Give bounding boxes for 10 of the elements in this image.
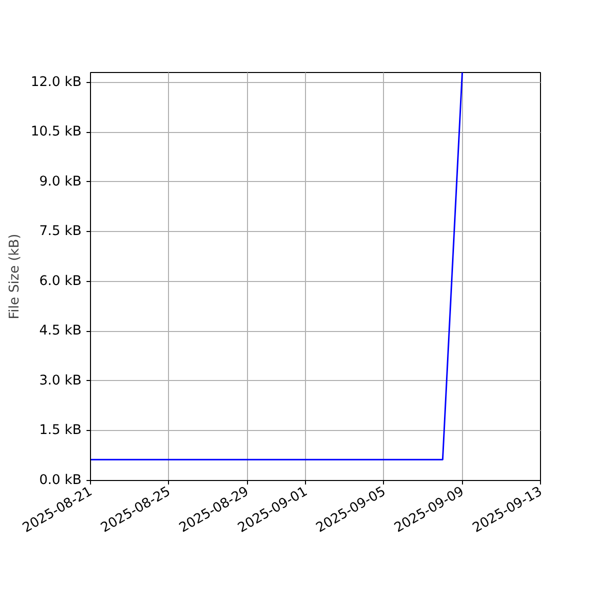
- y-tick-label: 10.5 kB: [30, 124, 82, 140]
- y-tick-label: 12.0 kB: [30, 74, 82, 90]
- y-tick-label: 0.0 kB: [39, 473, 82, 488]
- y-tick-label: 6.0 kB: [39, 274, 82, 289]
- y-axis-title: File Size (kB): [8, 234, 23, 320]
- y-tick-label: 7.5 kB: [39, 224, 82, 240]
- y-tick-label: 4.5 kB: [39, 324, 82, 339]
- y-tick-label: 3.0 kB: [39, 373, 82, 388]
- y-tick-label: 9.0 kB: [39, 174, 82, 190]
- y-tick-label: 1.5 kB: [39, 423, 82, 438]
